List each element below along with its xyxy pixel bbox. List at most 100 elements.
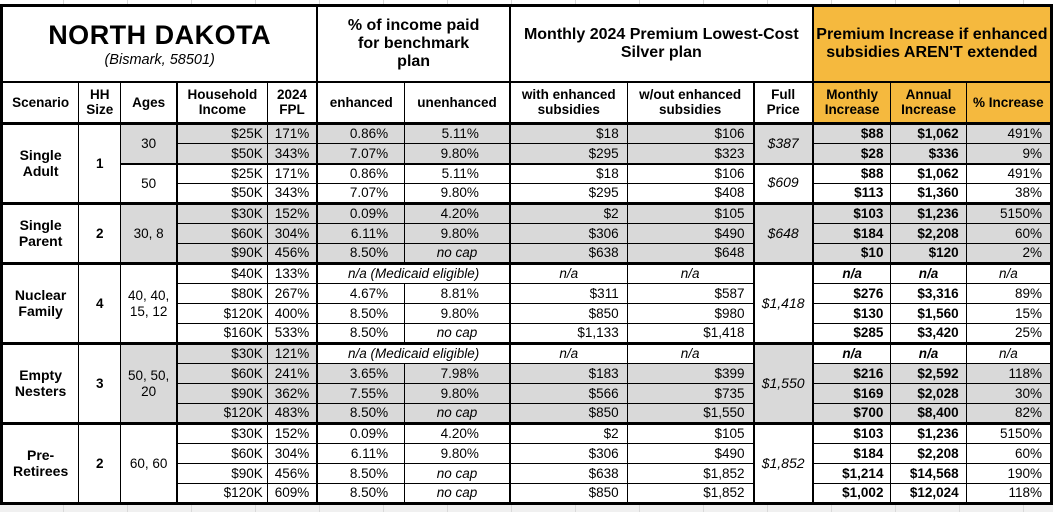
col-header-pct-increase: % Increase (965, 80, 1053, 125)
table-row: $60K 304% 6.11% 9.80% $306 $490 $184 $2,208 60% (2, 223, 1053, 244)
cell-wout-subsidies: $648 (626, 243, 755, 264)
cell-unenhanced: 4.20% (404, 422, 511, 444)
cell-unenhanced: 9.80% (404, 303, 511, 324)
cell-wout-subsidies: $106 (626, 122, 755, 144)
cell-pct-increase: 38% (965, 183, 1053, 204)
section-header-premium: Monthly 2024 Premium Lowest-Cost Silver … (508, 5, 814, 82)
cell-ages: 50, 50, 20 (120, 342, 178, 424)
cell-wout-subsidies: n/a (626, 262, 755, 284)
cell-unenhanced: 9.80% (404, 223, 511, 244)
col-header-scenario: Scenario (0, 80, 80, 125)
cell-unenhanced: 8.81% (404, 283, 511, 304)
cell-scenario: Empty Nesters (0, 342, 80, 424)
cell-unenhanced: 5.11% (404, 122, 511, 144)
cell-fpl: 304% (266, 223, 318, 244)
cell-with-subsidies: $306 (508, 443, 628, 464)
cell-income: $90K (175, 463, 268, 484)
cell-benchmark-na: n/a (Medicaid eligible) (316, 262, 511, 284)
header-row-sections: NORTH DAKOTA (Bismark, 58501) % of incom… (1, 5, 1052, 82)
col-header-full-price: Full Price (752, 80, 814, 125)
cell-fpl: 533% (266, 323, 318, 344)
cell-annual-increase: $3,316 (890, 283, 967, 304)
location-subtitle: (Bismark, 58501) (104, 51, 215, 68)
cell-monthly-increase: $28 (811, 143, 892, 164)
cell-annual-increase: $2,208 (890, 223, 967, 244)
cell-pct-increase: n/a (965, 342, 1053, 364)
cell-fpl: 304% (266, 443, 318, 464)
table-row: $50K 343% 7.07% 9.80% $295 $323 $28 $336 9% (2, 143, 1053, 164)
table-title-cell: NORTH DAKOTA (Bismark, 58501) (1, 5, 318, 82)
cell-monthly-increase: $216 (811, 363, 892, 384)
cell-annual-increase: $1,236 (890, 202, 967, 224)
table-row: Single Adult 1 30 $25K 171% 0.86% 5.11% $18 $106… (0, 122, 1053, 204)
cell-wout-subsidies: $1,852 (626, 483, 755, 504)
cell-fpl: 152% (266, 422, 318, 444)
cell-income: $25K (175, 162, 268, 184)
table-row: $120K 400% 8.50% 9.80% $850 $980 $130 $1,560 15% (2, 303, 1053, 324)
cell-pct-increase: 60% (965, 443, 1053, 464)
cell-income: $90K (175, 383, 268, 404)
cell-annual-increase: $2,208 (890, 443, 967, 464)
cell-income: $60K (175, 443, 268, 464)
cell-ages: 50 (120, 162, 178, 204)
cell-full-price: $648 (752, 202, 814, 264)
table-row: Empty Nesters 3 50, 50, 20 $30K 121% n/a (Med… (0, 342, 1053, 424)
cell-fpl: 362% (266, 383, 318, 404)
cell-fpl: 609% (266, 483, 318, 504)
cell-enhanced: 8.50% (316, 243, 406, 264)
table-row: $60K 304% 6.11% 9.80% $306 $490 $184 $2,208 60% (2, 443, 1053, 464)
cell-ages: 60, 60 (120, 422, 178, 504)
cell-wout-subsidies: $490 (626, 223, 755, 244)
col-header-enhanced: enhanced (316, 80, 406, 125)
cell-income: $160K (175, 323, 268, 344)
table-row: $80K 267% 4.67% 8.81% $311 $587 $276 $3,316 89% (2, 283, 1053, 304)
table-row: Pre-Retirees 2 60, 60 $30K 152% 0.09% 4.20% $2 $… (0, 422, 1053, 504)
cell-fpl: 267% (266, 283, 318, 304)
cell-unenhanced: 9.80% (404, 443, 511, 464)
cell-pct-increase: 60% (965, 223, 1053, 244)
cell-with-subsidies: $311 (508, 283, 628, 304)
cell-ages: 30 (120, 122, 178, 164)
cell-monthly-increase: $130 (811, 303, 892, 324)
cell-monthly-increase: $88 (811, 122, 892, 144)
cell-with-subsidies: $566 (508, 383, 628, 404)
cell-enhanced: 0.09% (316, 422, 406, 444)
cell-hh-size: 3 (78, 342, 122, 424)
cell-annual-increase: $1,560 (890, 303, 967, 324)
table-row: $120K 609% 8.50% no cap $850 $1,852 $1,002 $12,… (2, 483, 1053, 504)
cell-pct-increase: 5150% (965, 422, 1053, 444)
cell-enhanced: 6.11% (316, 223, 406, 244)
section-header-benchmark: % of income paid for benchmark plan (316, 5, 511, 82)
col-header-hh-size: HH Size (78, 80, 122, 125)
cell-with-subsidies: $1,133 (508, 323, 628, 344)
table-row: Nuclear Family 4 40, 40, 15, 12 $40K 133% n/a… (0, 262, 1053, 344)
cell-annual-increase: $14,568 (890, 463, 967, 484)
table-row: 50 $25K 171% 0.86% 5.11% $18 $106 $609 $88 $1,062… (2, 162, 1053, 204)
cell-annual-increase: $120 (890, 243, 967, 264)
cell-with-subsidies: $295 (508, 183, 628, 204)
cell-fpl: 400% (266, 303, 318, 324)
col-header-annual-increase: Annual Increase (890, 80, 967, 125)
cell-fpl: 171% (266, 162, 318, 184)
cell-with-subsidies: $18 (508, 122, 628, 144)
cell-with-subsidies: $2 (508, 202, 628, 224)
cell-income: $120K (175, 303, 268, 324)
col-header-unenhanced: unenhanced (404, 80, 511, 125)
cell-wout-subsidies: $587 (626, 283, 755, 304)
sheet-gridlines-top (0, 0, 1053, 4)
cell-fpl: 483% (266, 403, 318, 424)
table-row: $60K 241% 3.65% 7.98% $183 $399 $216 $2,592 118% (2, 363, 1053, 384)
cell-monthly-increase: $88 (811, 162, 892, 184)
cell-monthly-increase: $113 (811, 183, 892, 204)
cell-pct-increase: 118% (965, 483, 1053, 504)
cell-enhanced: 0.09% (316, 202, 406, 224)
cell-enhanced: 7.07% (316, 183, 406, 204)
cell-pct-increase: 25% (965, 323, 1053, 344)
cell-wout-subsidies: $490 (626, 443, 755, 464)
cell-annual-increase: $1,236 (890, 422, 967, 444)
cell-pct-increase: 491% (965, 122, 1053, 144)
cell-pct-increase: 5150% (965, 202, 1053, 224)
cell-annual-increase: n/a (890, 262, 967, 284)
cell-income: $60K (175, 223, 268, 244)
cell-fpl: 121% (266, 342, 318, 364)
